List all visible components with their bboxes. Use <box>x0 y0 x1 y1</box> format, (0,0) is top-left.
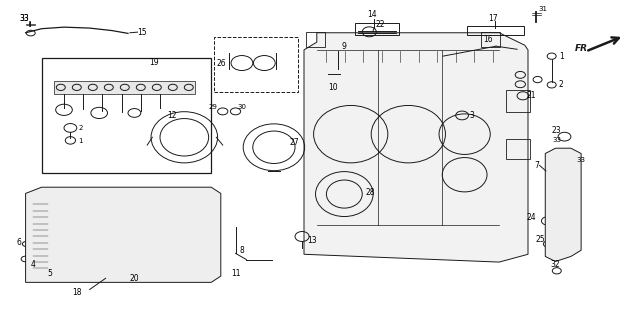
Text: 18: 18 <box>72 288 81 297</box>
Bar <box>95 197 105 200</box>
Text: 22: 22 <box>376 20 385 29</box>
Bar <box>506 90 530 112</box>
Text: 12: 12 <box>167 111 176 120</box>
Text: 23: 23 <box>552 126 562 135</box>
Polygon shape <box>545 148 581 261</box>
Text: FR.: FR. <box>575 45 591 53</box>
Text: 19: 19 <box>148 58 159 67</box>
Bar <box>355 23 399 35</box>
Text: 30: 30 <box>237 104 246 110</box>
Bar <box>63 202 70 204</box>
Bar <box>214 37 298 92</box>
Bar <box>54 81 195 94</box>
Text: 2: 2 <box>78 125 83 131</box>
Text: 29: 29 <box>209 104 218 110</box>
Polygon shape <box>304 33 528 262</box>
Text: 26: 26 <box>216 60 226 68</box>
Text: 3: 3 <box>469 111 474 120</box>
Text: 4: 4 <box>31 260 36 269</box>
Text: 8: 8 <box>239 246 244 255</box>
Text: 16: 16 <box>483 36 493 44</box>
Text: 28: 28 <box>365 188 374 197</box>
Text: 31: 31 <box>538 6 547 12</box>
Text: 5: 5 <box>47 270 52 278</box>
Text: 21: 21 <box>527 91 536 100</box>
Text: 10: 10 <box>328 83 338 92</box>
Text: 33: 33 <box>577 157 586 163</box>
Text: 7: 7 <box>534 161 539 170</box>
Bar <box>78 197 88 200</box>
Bar <box>128 197 138 200</box>
Text: 11: 11 <box>231 270 240 278</box>
Text: 33: 33 <box>552 137 561 143</box>
Bar <box>95 202 102 204</box>
Text: 9: 9 <box>342 42 347 51</box>
Text: 1: 1 <box>78 138 83 144</box>
Bar <box>78 202 85 204</box>
Bar <box>32 201 49 271</box>
Text: 17: 17 <box>488 14 498 22</box>
Text: 24: 24 <box>526 213 536 222</box>
Text: 2: 2 <box>559 80 563 89</box>
Text: 15: 15 <box>138 28 147 37</box>
Bar <box>42 58 211 173</box>
Bar <box>306 32 325 47</box>
Bar <box>63 197 73 200</box>
Polygon shape <box>26 187 221 282</box>
Bar <box>111 197 122 200</box>
Bar <box>467 26 524 35</box>
Text: 32: 32 <box>550 260 561 269</box>
Text: 33: 33 <box>19 14 29 23</box>
Text: 20: 20 <box>129 274 140 283</box>
Text: 6: 6 <box>17 238 22 247</box>
Text: 14: 14 <box>367 11 378 19</box>
Text: 33: 33 <box>19 14 29 23</box>
Text: 1: 1 <box>559 52 563 61</box>
Bar <box>481 32 500 47</box>
Text: 25: 25 <box>536 235 546 244</box>
Text: 13: 13 <box>307 236 317 245</box>
Text: 27: 27 <box>289 139 300 147</box>
Bar <box>506 139 530 159</box>
